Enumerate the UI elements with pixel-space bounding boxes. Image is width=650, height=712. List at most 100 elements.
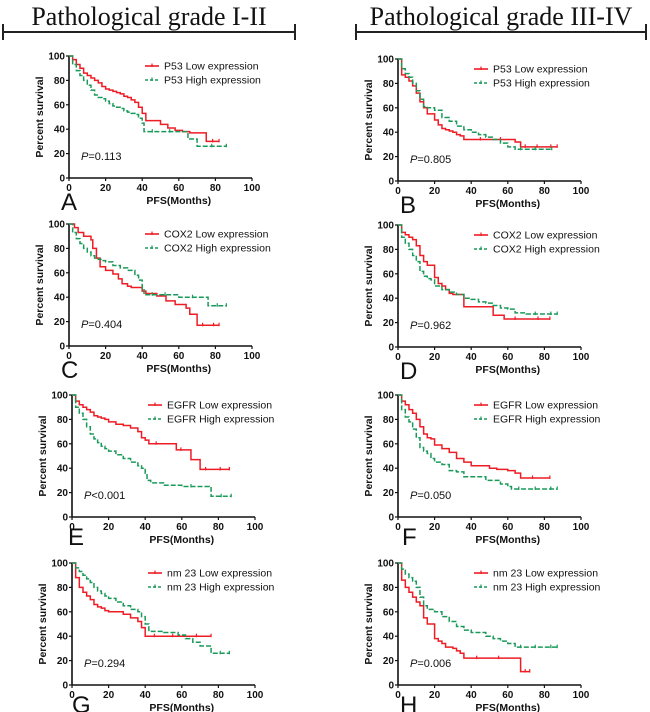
y-tick-label: 60: [57, 439, 69, 450]
legend-label: EGFR Low expression: [167, 400, 272, 412]
x-tick-label: 60: [176, 690, 188, 701]
y-tick-label: 80: [54, 244, 66, 255]
x-tick-label: 100: [573, 352, 590, 363]
y-axis-title: Percent survival: [363, 415, 375, 496]
p-value: P<0.001: [84, 490, 125, 502]
y-tick-label: 80: [383, 245, 395, 256]
p-value: P=0.805: [410, 154, 451, 166]
x-tick-label: 80: [539, 522, 551, 533]
legend-item-low: COX2 Low expression: [474, 230, 598, 242]
x-tick-label: 0: [66, 183, 72, 194]
y-tick-label: 40: [54, 125, 66, 136]
p-value: P=0.006: [410, 658, 451, 670]
y-tick-label: 100: [377, 391, 394, 402]
x-tick-label: 60: [502, 690, 514, 701]
x-axis-title: PFS(Months): [475, 364, 540, 376]
y-tick-label: 60: [54, 100, 66, 111]
legend-item-low: nm 23 Low expression: [474, 568, 598, 580]
bracket-line: [2, 31, 296, 33]
panel-letter: F: [402, 524, 417, 551]
x-axis-title: PFS(Months): [146, 363, 211, 375]
series-high-expression-curve: [398, 224, 558, 315]
x-tick-label: 80: [213, 690, 225, 701]
x-tick-label: 60: [173, 351, 185, 362]
x-tick-label: 100: [573, 522, 590, 533]
y-tick-label: 100: [377, 559, 394, 570]
y-tick-label: 0: [388, 513, 394, 524]
legend-item-high: EGFR High expression: [474, 414, 601, 426]
legend-label: P53 High expression: [164, 75, 261, 87]
legend-label: nm 23 High expression: [167, 582, 275, 594]
x-tick-label: 20: [429, 690, 441, 701]
y-axis-title: Percent survival: [363, 583, 375, 664]
y-axis-title: Percent survival: [363, 245, 375, 326]
x-tick-label: 0: [395, 690, 401, 701]
panel-letter: A: [61, 189, 77, 216]
y-tick-label: 20: [383, 488, 395, 499]
y-tick-label: 40: [383, 464, 395, 475]
x-tick-label: 60: [173, 183, 185, 194]
y-tick-label: 20: [57, 488, 69, 499]
x-tick-label: 0: [69, 690, 75, 701]
bracket-end: [355, 24, 357, 40]
legend-item-low: P53 Low expression: [474, 64, 588, 76]
y-tick-label: 0: [62, 681, 68, 692]
y-tick-label: 40: [383, 632, 395, 643]
x-tick-label: 60: [176, 522, 188, 533]
x-tick-label: 80: [210, 351, 222, 362]
x-tick-label: 40: [140, 690, 152, 701]
panel-letter: D: [400, 358, 417, 385]
x-tick-label: 0: [395, 522, 401, 533]
y-axis-title: Percent survival: [37, 583, 49, 664]
legend-item-high: COX2 High expression: [474, 244, 600, 256]
series-high-expression-curve: [69, 55, 227, 148]
x-tick-label: 60: [502, 522, 514, 533]
legend-item-low: nm 23 Low expression: [148, 568, 272, 580]
panel-letter: E: [68, 524, 84, 551]
x-tick-label: 60: [502, 352, 514, 363]
x-axis-title: PFS(Months): [475, 534, 540, 546]
panel-letter: C: [61, 357, 78, 384]
p-value: P=0.113: [81, 151, 121, 163]
legend-item-low: EGFR Low expression: [474, 400, 598, 412]
y-tick-label: 100: [377, 55, 394, 66]
legend-item-high: P53 High expression: [474, 78, 590, 90]
x-tick-label: 20: [103, 522, 115, 533]
y-tick-label: 0: [59, 174, 65, 185]
bracket-end: [294, 24, 296, 40]
legend-label: nm 23 High expression: [493, 582, 601, 594]
y-tick-label: 60: [383, 269, 395, 280]
panel-letter: G: [72, 692, 91, 712]
column-title: Pathological grade III-IV: [369, 2, 633, 31]
x-tick-label: 80: [213, 522, 225, 533]
x-tick-label: 0: [66, 351, 72, 362]
y-tick-label: 20: [54, 317, 66, 328]
column-header-grade-iii-iv: Pathological grade III-IV: [355, 0, 647, 44]
series-high-expression-curve: [72, 394, 232, 498]
x-tick-label: 40: [466, 522, 478, 533]
y-tick-label: 0: [59, 342, 65, 353]
y-tick-label: 40: [383, 128, 395, 139]
series-low-expression-curve: [72, 394, 230, 471]
x-tick-label: 80: [539, 690, 551, 701]
y-tick-label: 40: [57, 632, 69, 643]
x-tick-label: 0: [69, 522, 75, 533]
panel-letter: H: [400, 692, 417, 712]
y-tick-label: 0: [388, 343, 394, 354]
y-tick-label: 60: [383, 103, 395, 114]
y-tick-label: 80: [57, 583, 69, 594]
series-high-expression-curve: [398, 58, 552, 151]
y-tick-label: 60: [383, 439, 395, 450]
y-tick-label: 80: [54, 76, 66, 87]
y-tick-label: 100: [48, 52, 65, 63]
x-tick-label: 40: [140, 522, 152, 533]
y-tick-label: 20: [383, 318, 395, 329]
x-tick-label: 80: [539, 186, 551, 197]
legend-item-low: COX2 Low expression: [145, 229, 269, 241]
legend-label: COX2 Low expression: [164, 229, 269, 241]
x-tick-label: 40: [466, 690, 478, 701]
legend-label: EGFR Low expression: [493, 400, 598, 412]
